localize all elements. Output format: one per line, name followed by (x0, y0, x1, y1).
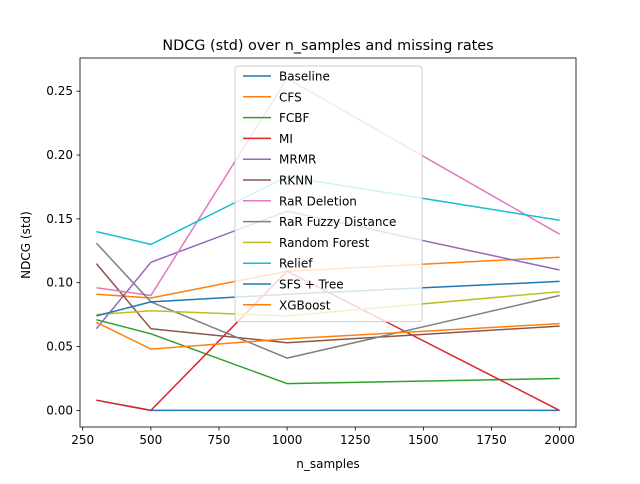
legend-label-3: MI (279, 132, 293, 146)
legend-label-9: Relief (279, 257, 313, 271)
x-tick-label-1: 500 (139, 433, 162, 447)
x-tick-label-7: 2000 (544, 433, 575, 447)
y-tick-label-4: 0.20 (46, 148, 73, 162)
y-tick-label-5: 0.25 (46, 84, 73, 98)
x-tick-label-2: 750 (208, 433, 231, 447)
chart-title: NDCG (std) over n_samples and missing ra… (162, 38, 493, 54)
series-line-3 (96, 270, 560, 412)
series-line-2 (96, 318, 560, 385)
series-line-5 (95, 263, 560, 344)
x-tick-label-5: 1500 (408, 433, 439, 447)
legend-label-0: Baseline (279, 70, 330, 84)
y-tick-label-2: 0.10 (46, 276, 73, 290)
legend-label-6: RaR Deletion (279, 194, 357, 208)
legend: Baseline CFS FCBF MI MRMR RKNN RaR Deletion RaR… (234, 65, 423, 323)
legend-label-1: CFS (279, 90, 302, 104)
x-axis-label: n_samples (296, 457, 360, 471)
legend-label-11: XGBoost (279, 298, 331, 312)
x-tick-label-0: 250 (71, 433, 94, 447)
legend-label-7: RaR Fuzzy Distance (279, 215, 396, 229)
series-line-6 (96, 77, 560, 297)
legend-label-4: MRMR (279, 153, 316, 167)
legend-label-8: Random Forest (279, 236, 370, 250)
x-tick-label-6: 1750 (476, 433, 507, 447)
legend-label-10: SFS + Tree (279, 278, 344, 292)
axes-frame (79, 57, 577, 428)
series-line-7 (95, 242, 560, 359)
plot-area: 250 500 750 1000 1250 1500 1750 2000 0.00 0.05 0.1… (46, 57, 577, 447)
series-line-9 (96, 175, 560, 246)
y-tick-label-3: 0.15 (46, 212, 73, 226)
y-axis-label: NDCG (std) (19, 211, 33, 279)
legend-label-2: FCBF (279, 111, 310, 125)
y-tick-label-1: 0.05 (46, 340, 73, 354)
legend-box (234, 65, 423, 323)
legend-label-5: RKNN (279, 174, 313, 188)
x-tick-label-4: 1250 (340, 433, 371, 447)
series-line-10 (96, 280, 560, 317)
series-line-11 (96, 321, 560, 350)
series-line-8 (96, 290, 560, 317)
x-tick-label-3: 1000 (272, 433, 303, 447)
y-tick-label-0: 0.00 (46, 403, 73, 417)
